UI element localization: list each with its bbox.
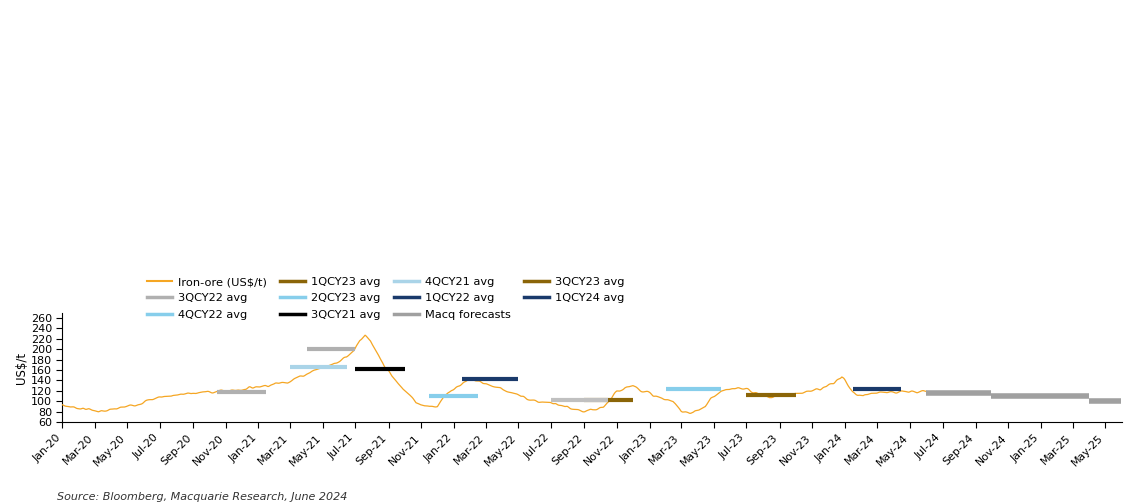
Legend: Iron-ore (US$/t), 3QCY22 avg, 4QCY22 avg, 1QCY23 avg, 2QCY23 avg, 3QCY21 avg, 4Q: Iron-ore (US$/t), 3QCY22 avg, 4QCY22 avg… [142, 273, 629, 324]
Text: Source: Bloomberg, Macquarie Research, June 2024: Source: Bloomberg, Macquarie Research, J… [57, 492, 347, 502]
Y-axis label: US$/t: US$/t [15, 352, 28, 383]
